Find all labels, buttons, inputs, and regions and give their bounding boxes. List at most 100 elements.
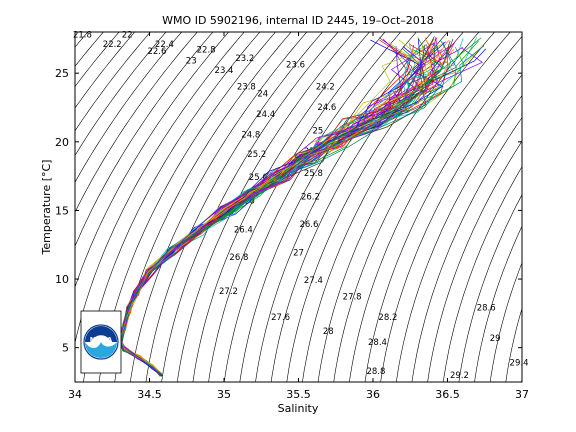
profile-line	[120, 38, 422, 377]
y-axis: 5 10 15 20 25	[55, 67, 522, 355]
density-contour-label: 22.8	[197, 46, 216, 56]
density-contour-label: 28.2	[378, 313, 397, 323]
profile-line	[119, 47, 484, 375]
x-axis-label: Salinity	[278, 402, 319, 415]
profile-line	[120, 42, 447, 376]
density-contour-label: 27	[293, 249, 304, 259]
density-contour-line	[474, 225, 522, 382]
x-tick-label: 37	[515, 388, 529, 401]
density-contour-line	[130, 32, 308, 382]
density-contour-label: 29	[490, 334, 501, 344]
density-contour-label: 28.4	[368, 338, 387, 348]
density-contour-label: 27.2	[219, 287, 238, 297]
density-contour-line	[75, 32, 245, 345]
density-contour-line	[239, 32, 417, 382]
density-contour-label: 27.8	[343, 293, 362, 303]
density-contour-label: 22.6	[147, 47, 166, 57]
density-contour-line	[521, 376, 522, 382]
density-contour-line	[537, 32, 576, 382]
profile-line	[120, 38, 435, 376]
density-contour-line	[223, 32, 401, 382]
density-contour-label: 27.4	[304, 276, 323, 286]
x-tick-label: 36.5	[435, 388, 460, 401]
density-contour-label: 23.8	[237, 83, 256, 93]
density-contour-label: 23.2	[235, 54, 254, 64]
noaa-logo-bird-icon	[85, 326, 117, 342]
density-contour-label: 22.4	[155, 40, 174, 50]
profile-line	[117, 44, 421, 376]
density-contour-label: 21.8	[73, 30, 92, 40]
density-contour-label: 28	[323, 327, 334, 337]
profile-lines	[117, 36, 487, 377]
density-contour-label: 25.6	[249, 173, 268, 183]
density-contour-line	[270, 32, 448, 382]
density-contour-label: 23.6	[286, 61, 305, 71]
density-contour-label: 29.2	[450, 371, 469, 381]
density-contour-label: 24.4	[256, 110, 275, 120]
density-contour-label: 29.4	[510, 359, 529, 369]
density-contour-label: 25.2	[247, 150, 266, 160]
density-contour-line	[75, 32, 214, 247]
noaa-logo-text: NOAA	[90, 336, 113, 344]
profile-line	[120, 40, 457, 375]
density-contour-line	[349, 35, 522, 382]
density-contour-label: 26.4	[234, 225, 253, 235]
density-contour-line	[489, 261, 522, 382]
profile-line	[117, 43, 428, 377]
y-tick-label: 10	[55, 273, 69, 286]
density-contour-line	[396, 95, 522, 382]
profile-line	[120, 49, 431, 377]
density-contour-line	[75, 32, 135, 109]
density-contour-label: 25	[312, 127, 323, 137]
density-contour-line	[75, 32, 151, 132]
density-contour-label: 24.8	[241, 131, 260, 141]
y-axis-label: Temperature [°C]	[40, 160, 53, 256]
density-contour-label: 24.2	[316, 83, 335, 93]
x-tick-label: 35.5	[286, 388, 311, 401]
density-contour-label: 26.8	[229, 253, 248, 263]
x-tick-label: 36	[366, 388, 380, 401]
x-tick-label: 34.5	[137, 388, 162, 401]
density-contour-label: 28.8	[367, 367, 386, 377]
profile-line	[120, 38, 454, 375]
density-contour-label: 27.6	[271, 313, 290, 323]
density-contour-line	[442, 166, 522, 382]
density-contour-line	[0, 32, 10, 382]
density-contour-label: 28.6	[477, 304, 496, 314]
profile-line	[120, 37, 440, 375]
profile-line	[118, 42, 456, 377]
y-tick-label: 25	[55, 67, 69, 80]
density-contour-label: 26.6	[299, 220, 318, 230]
density-contour-label: 22.2	[103, 40, 122, 50]
noaa-logo: NOAA	[80, 310, 122, 374]
profile-line	[119, 43, 442, 377]
density-contour-label: 23	[186, 57, 197, 67]
y-tick-label: 20	[55, 136, 69, 149]
density-contour-line	[192, 32, 370, 382]
density-contour-line	[458, 194, 522, 382]
density-contour-line	[75, 32, 229, 289]
density-contour-line	[75, 32, 182, 183]
profile-line	[120, 44, 435, 376]
density-contour-line	[302, 32, 480, 382]
profile-line	[119, 39, 419, 375]
density-contour-line	[553, 32, 576, 382]
density-contour-line	[145, 32, 323, 382]
x-axis: 34 34.5 35 35.5 36 36.5 37	[68, 32, 529, 401]
profile-line	[119, 46, 427, 377]
density-contour-line	[364, 54, 522, 382]
density-contour-line	[380, 74, 522, 382]
density-contour-line	[427, 140, 522, 382]
profile-line	[118, 45, 485, 376]
profile-line	[120, 46, 465, 375]
density-contour-line	[208, 32, 386, 382]
density-contour-line	[75, 32, 167, 157]
chart-title: WMO ID 5902196, internal ID 2445, 19–Oct…	[162, 14, 434, 27]
x-tick-label: 35	[217, 388, 231, 401]
density-contour-line	[0, 32, 25, 382]
density-contour-line	[411, 117, 522, 382]
density-contours	[0, 32, 576, 382]
density-contour-line	[333, 32, 511, 382]
